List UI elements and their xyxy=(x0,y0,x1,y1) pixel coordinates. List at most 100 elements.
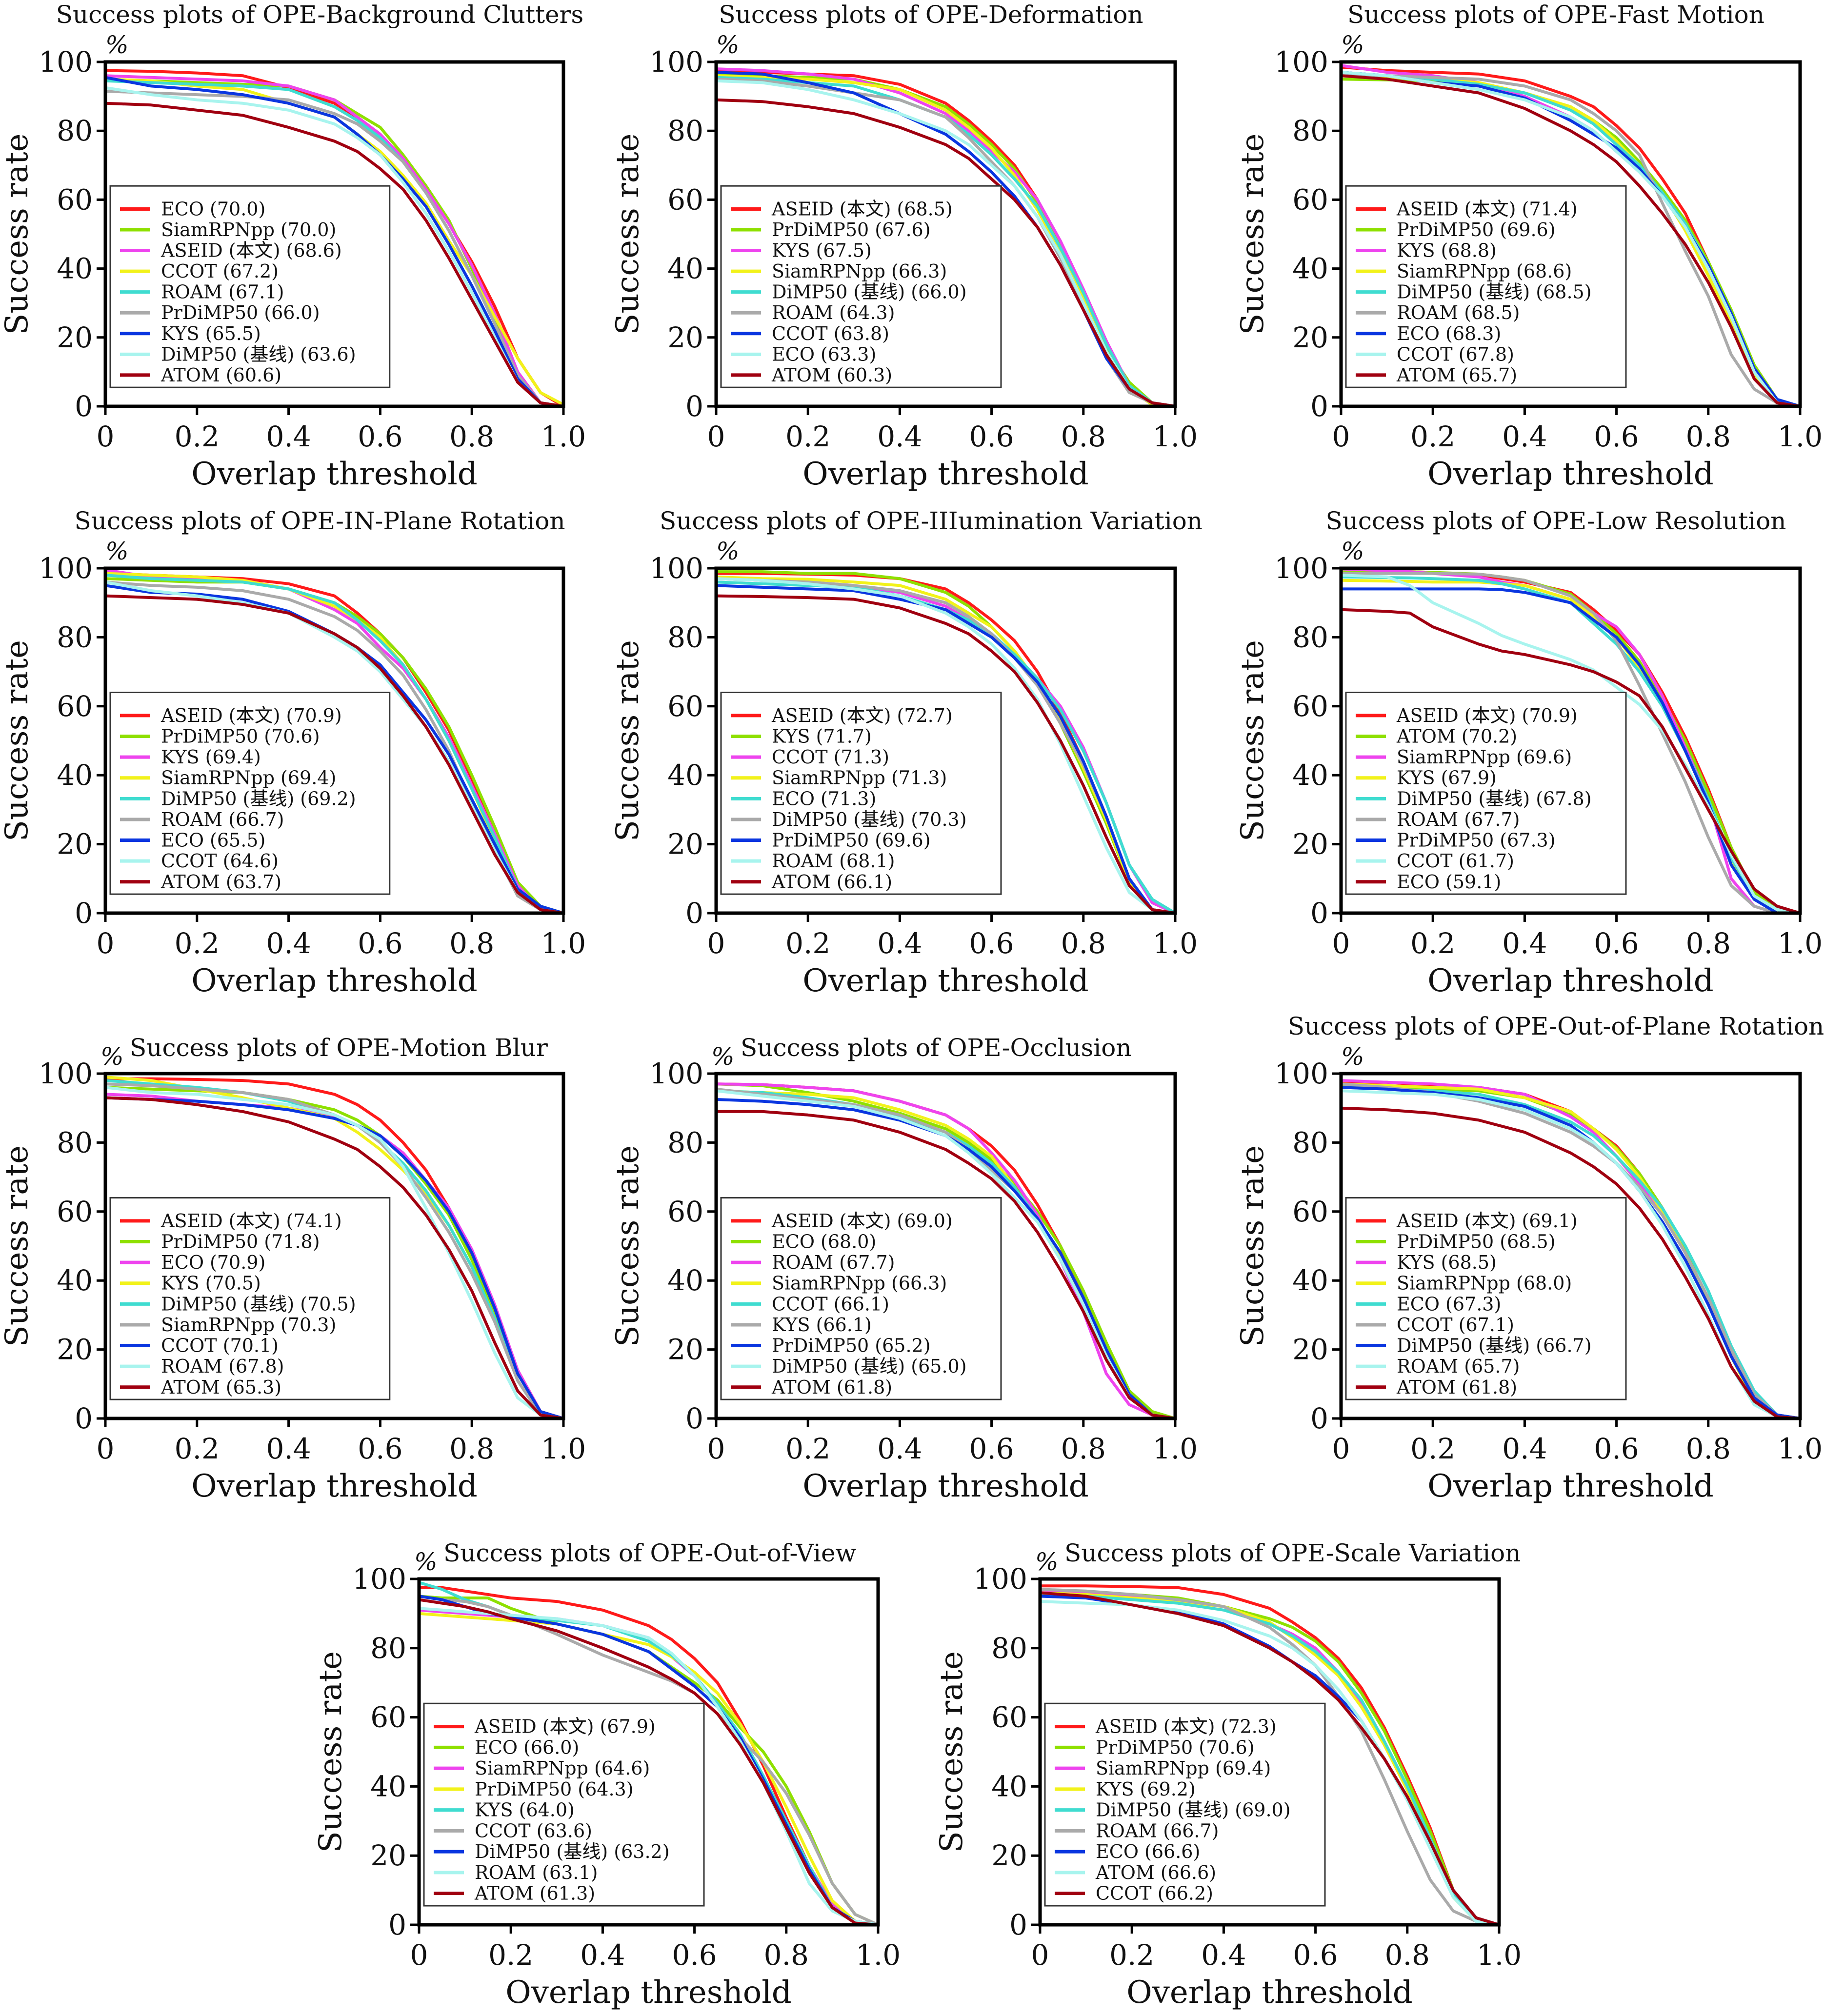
legend-entry: ASEID (本文) (68.5) xyxy=(771,198,953,220)
y-axis-label: Success rate xyxy=(0,134,35,335)
legend-entry: ECO (70.0) xyxy=(161,198,265,220)
x-tick-label: 0.4 xyxy=(580,1938,625,1972)
legend-entry: ATOM (66.1) xyxy=(771,871,892,893)
x-tick-label: 0.4 xyxy=(266,1432,311,1465)
legend-entry: KYS (67.9) xyxy=(1397,767,1497,789)
legend-entry: ASEID (本文) (72.7) xyxy=(771,705,953,726)
legend-entry: PrDiMP50 (71.8) xyxy=(161,1231,320,1252)
legend-entry: ROAM (67.1) xyxy=(161,281,284,303)
y-unit-label: % xyxy=(1341,1042,1364,1071)
x-tick-label: 1.0 xyxy=(541,927,586,960)
legend-box xyxy=(109,185,391,388)
y-tick-label: 80 xyxy=(1292,620,1328,654)
chart-panel: Success plots of OPE-IN-Plane Rotation% 0… xyxy=(0,507,586,999)
series-line xyxy=(1341,72,1801,408)
series-line xyxy=(716,584,1176,915)
y-tick-label: 40 xyxy=(1292,252,1328,285)
legend: ASEID (本文) (72.3)PrDiMP50 (70.6)SiamRPNp… xyxy=(1044,1702,1326,1907)
y-tick-label: 20 xyxy=(667,1333,703,1366)
x-tick-label: 0.4 xyxy=(877,927,922,960)
x-tick-label: 0.2 xyxy=(175,1432,220,1465)
chart-title: Success plots of OPE-Background Clutters xyxy=(56,0,583,29)
y-tick-label: 100 xyxy=(973,1562,1027,1596)
legend-entry: ATOM (60.3) xyxy=(771,364,892,386)
y-tick-label: 0 xyxy=(685,1402,703,1435)
x-tick-label: 0.6 xyxy=(358,420,402,453)
y-axis-label: Success rate xyxy=(1235,134,1271,335)
legend-box xyxy=(109,1197,391,1400)
y-tick-label: 100 xyxy=(352,1562,406,1596)
x-tick-label: 0.4 xyxy=(1201,1938,1246,1972)
plot-frame xyxy=(1038,1577,1501,1927)
legend-entry: ASEID (本文) (68.6) xyxy=(160,240,342,261)
legend-entry: ROAM (68.5) xyxy=(1397,302,1520,323)
legend-entry: ASEID (本文) (74.1) xyxy=(160,1210,342,1232)
x-tick-label: 1.0 xyxy=(856,1938,901,1972)
y-tick-label: 0 xyxy=(1009,1908,1027,1941)
chart-title: Success plots of OPE-Occlusion xyxy=(741,1034,1132,1062)
legend-entry: PrDiMP50 (70.6) xyxy=(1096,1737,1255,1758)
y-tick-label: 80 xyxy=(57,620,93,654)
series-line xyxy=(105,594,564,915)
x-axis-label: Overlap threshold xyxy=(1427,456,1713,492)
legend-entry: ECO (68.3) xyxy=(1397,323,1501,344)
series-line xyxy=(105,78,564,406)
legend-entry: PrDiMP50 (67.6) xyxy=(772,219,931,240)
x-tick-label: 0.4 xyxy=(1502,420,1547,453)
plot-frame xyxy=(103,60,565,408)
legend-entry: KYS (66.1) xyxy=(772,1314,872,1336)
legend: ASEID (本文) (69.1)PrDiMP50 (68.5)KYS (68.… xyxy=(1345,1197,1627,1400)
x-axis-label: Overlap threshold xyxy=(1126,1975,1412,2011)
y-tick-label: 100 xyxy=(1274,552,1328,585)
chart-panel: % Success plots of OPE-Occlusion 0 0.2 0.4 0.… xyxy=(610,1034,1198,1504)
legend-entry: ECO (68.0) xyxy=(772,1231,876,1252)
legend-entry: ROAM (65.7) xyxy=(1397,1356,1520,1377)
x-tick-label: 0.2 xyxy=(1410,420,1455,453)
x-tick-label: 0.2 xyxy=(785,927,830,960)
legend: ASEID (本文) (68.5)PrDiMP50 (67.6)KYS (67.… xyxy=(720,185,1002,388)
plot-frame xyxy=(714,60,1177,408)
legend: ASEID (本文) (69.0)ECO (68.0)ROAM (67.7)Si… xyxy=(720,1197,1002,1400)
series-line xyxy=(1040,1591,1500,1926)
series-line xyxy=(105,90,564,408)
x-tick-label: 0.6 xyxy=(1594,1432,1639,1465)
series-line xyxy=(716,577,1176,915)
y-tick-label: 100 xyxy=(39,1057,93,1090)
x-tick-label: 0 xyxy=(1031,1938,1049,1972)
legend: ASEID (本文) (71.4)PrDiMP50 (69.6)KYS (68.… xyxy=(1345,185,1627,388)
legend-entry: CCOT (64.6) xyxy=(161,850,279,872)
y-unit-label: % xyxy=(100,1042,124,1071)
series-line xyxy=(105,101,564,408)
x-tick-label: 1.0 xyxy=(541,1432,586,1465)
y-tick-label: 20 xyxy=(57,321,93,354)
y-tick-label: 100 xyxy=(649,45,703,79)
y-tick-label: 60 xyxy=(991,1701,1027,1734)
x-tick-label: 0.2 xyxy=(785,420,830,453)
x-tick-label: 0.4 xyxy=(1502,927,1547,960)
y-tick-label: 40 xyxy=(57,758,93,792)
chart-title: Success plots of OPE-Fast Motion xyxy=(1347,0,1764,29)
y-axis-label: Success rate xyxy=(610,640,646,841)
y-tick-label: 20 xyxy=(667,321,703,354)
legend-entry: ECO (59.1) xyxy=(1397,871,1501,893)
x-axis-label: Overlap threshold xyxy=(191,456,477,492)
chart-title: Success plots of OPE-IIIumination Variat… xyxy=(660,507,1203,535)
series-line xyxy=(716,76,1176,408)
legend: ECO (70.0)SiamRPNpp (70.0)ASEID (本文) (68… xyxy=(109,185,391,388)
x-tick-label: 0.6 xyxy=(969,1432,1014,1465)
legend-entry: ROAM (68.1) xyxy=(772,850,895,872)
series-line xyxy=(1040,1588,1500,1926)
legend: ASEID (本文) (74.1)PrDiMP50 (71.8)ECO (70.… xyxy=(109,1197,391,1400)
y-unit-label: % xyxy=(1341,537,1364,565)
x-axis-label: Overlap threshold xyxy=(191,963,477,999)
y-tick-label: 40 xyxy=(667,1264,703,1297)
legend-entry: SiamRPNpp (69.4) xyxy=(161,767,336,789)
plot-frame xyxy=(103,566,565,915)
legend: ASEID (本文) (70.9)ATOM (70.2)SiamRPNpp (6… xyxy=(1345,692,1627,895)
x-tick-label: 0.8 xyxy=(1385,1938,1430,1972)
series-line xyxy=(716,1098,1176,1420)
y-tick-label: 0 xyxy=(75,390,93,423)
series-line xyxy=(1341,71,1801,408)
legend-entry: KYS (65.5) xyxy=(161,323,261,344)
series-line xyxy=(105,1086,564,1420)
